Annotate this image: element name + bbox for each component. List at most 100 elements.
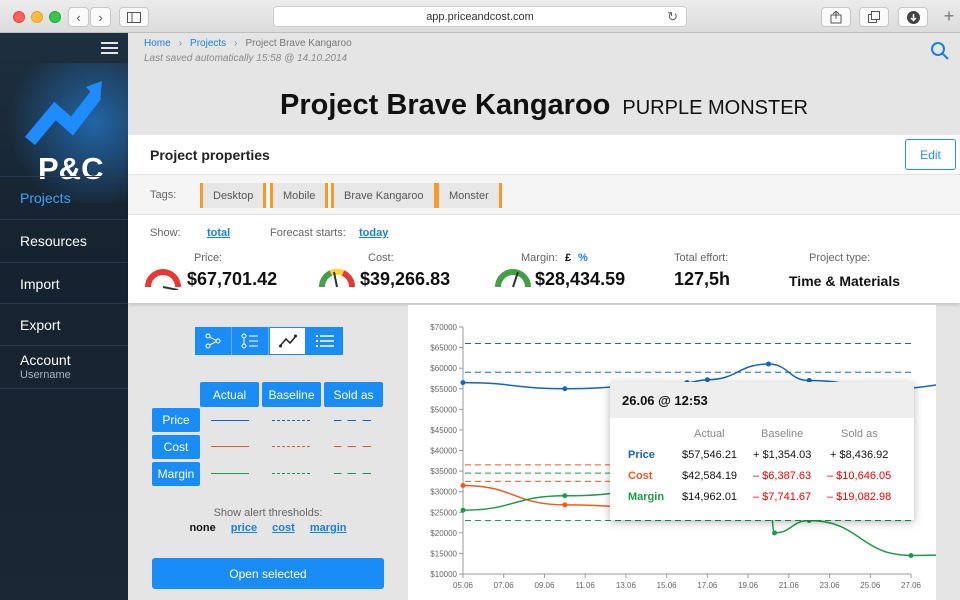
browser-toolbar: ‹ › app.priceandcost.com ↻ + <box>0 0 960 33</box>
view-list-button[interactable] <box>306 327 343 355</box>
open-selected-button[interactable]: Open selected <box>152 558 384 589</box>
view-tree-button[interactable] <box>232 327 269 355</box>
url-text: app.priceandcost.com <box>426 10 534 23</box>
search-icon[interactable] <box>930 41 950 61</box>
y-tick-label: $35000 <box>430 467 457 476</box>
reload-icon[interactable]: ↻ <box>667 9 678 24</box>
legend-cost-sold[interactable] <box>334 446 372 447</box>
y-tick-label: $20000 <box>430 529 457 538</box>
tooltip-row-margin: Margin <box>628 491 665 503</box>
data-point-margin <box>562 493 568 499</box>
downloads-button[interactable] <box>898 7 928 27</box>
y-tick-label: $45000 <box>430 426 457 435</box>
y-tick-label: $10000 <box>430 570 457 579</box>
sidebar-item-export[interactable]: Export <box>0 303 128 345</box>
tooltip-header-actual: Actual <box>694 428 725 440</box>
sidebar-item-resources[interactable]: Resources <box>0 219 128 262</box>
sidebar-icon <box>127 11 141 23</box>
x-tick-label: 11.06 <box>575 581 595 590</box>
chart-tooltip: 26.06 @ 12:53 Actual Baseline Sold as Pr… <box>610 382 914 520</box>
col-sold-as[interactable]: Sold as <box>324 382 383 407</box>
alert-thresholds-options: none price cost margin <box>152 522 384 534</box>
alert-none[interactable]: none <box>189 522 216 534</box>
edit-button[interactable]: Edit <box>905 139 956 170</box>
row-price[interactable]: Price <box>152 408 200 432</box>
x-tick-label: 25.06 <box>860 581 881 590</box>
properties-heading: Project properties <box>150 147 270 163</box>
data-point-price <box>704 377 710 383</box>
price-gauge-icon <box>145 269 181 290</box>
y-tick-label: $15000 <box>430 549 457 558</box>
legend-price-actual[interactable] <box>211 420 249 421</box>
menu-icon[interactable] <box>101 42 118 57</box>
sidebar-item-import[interactable]: Import <box>0 262 128 303</box>
sidebar-item-label: Account <box>20 352 71 368</box>
view-network-button[interactable] <box>195 327 232 355</box>
address-bar[interactable]: app.priceandcost.com ↻ <box>273 6 687 27</box>
legend-margin-sold[interactable] <box>334 473 372 474</box>
price-label: Price: <box>194 252 223 264</box>
project-type-value: Time & Materials <box>789 273 901 289</box>
sidebar-item-projects[interactable]: Projects <box>0 176 128 219</box>
legend-margin-actual[interactable] <box>211 473 249 474</box>
sidebar-item-label: Export <box>20 317 61 333</box>
legend-margin-baseline[interactable] <box>272 473 310 474</box>
tag-desktop[interactable]: Desktop <box>200 183 267 208</box>
row-cost[interactable]: Cost <box>152 435 200 459</box>
y-tick-label: $50000 <box>430 405 457 414</box>
tag-mobile[interactable]: Mobile <box>270 183 329 208</box>
tag-brave-kangaroo[interactable]: Brave Kangaroo <box>331 183 437 208</box>
close-window-button[interactable] <box>13 11 25 23</box>
logo: P&C <box>0 63 128 203</box>
data-point-margin <box>908 552 914 558</box>
chevron-left-icon: ‹ <box>76 9 81 25</box>
legend-cost-baseline[interactable] <box>272 446 310 447</box>
tooltip-margin-sold: – $19,082.98 <box>827 491 892 503</box>
last-saved-text: Last saved automatically 15:58 @ 14.10.2… <box>144 53 348 64</box>
data-point-margin <box>772 530 778 536</box>
show-total-link[interactable]: total <box>207 227 231 239</box>
tabs-icon <box>868 11 880 23</box>
alert-cost-link[interactable]: cost <box>272 522 295 534</box>
margin-unit-gbp[interactable]: £ <box>565 252 572 264</box>
forecast-today-link[interactable]: today <box>359 227 389 239</box>
legend-price-baseline[interactable] <box>272 420 310 421</box>
sidebar-item-account[interactable]: Account Username <box>0 345 128 389</box>
x-tick-label: 15.06 <box>657 581 678 590</box>
tooltip-cost-sold: – $10,646.05 <box>827 470 892 482</box>
x-tick-label: 05.06 <box>453 581 474 590</box>
show-label: Show: <box>150 227 181 239</box>
maximize-window-button[interactable] <box>49 11 61 23</box>
forward-button[interactable]: › <box>90 7 111 27</box>
tag-monster[interactable]: Monster <box>436 183 502 208</box>
margin-unit-percent[interactable]: % <box>578 252 588 264</box>
breadcrumb-home[interactable]: Home <box>144 38 171 49</box>
view-chart-button[interactable] <box>269 327 306 355</box>
tags-label: Tags: <box>150 189 177 201</box>
margin-label: Margin: <box>521 252 558 264</box>
tooltip-row-cost: Cost <box>628 470 653 482</box>
sidebar-toggle-button[interactable] <box>119 7 149 27</box>
minimize-window-button[interactable] <box>31 11 43 23</box>
tooltip-price-baseline: + $1,354.03 <box>753 449 812 461</box>
cost-gauge-icon <box>319 268 355 288</box>
x-tick-label: 07.06 <box>494 581 515 590</box>
x-tick-label: 23.06 <box>820 581 841 590</box>
row-margin[interactable]: Margin <box>152 462 200 486</box>
back-button[interactable]: ‹ <box>68 7 89 27</box>
breadcrumb-projects[interactable]: Projects <box>190 38 227 49</box>
new-tab-button[interactable]: + <box>943 6 955 26</box>
col-actual[interactable]: Actual <box>200 382 259 407</box>
cost-value: $39,266.83 <box>360 269 451 289</box>
share-button[interactable] <box>821 7 851 27</box>
tooltip-row-price: Price <box>628 449 655 461</box>
col-baseline[interactable]: Baseline <box>262 382 321 407</box>
tabs-button[interactable] <box>859 7 889 27</box>
main-content: Home › Projects › Project Brave Kangaroo Las… <box>128 33 960 600</box>
legend-cost-actual[interactable] <box>211 446 249 447</box>
alert-margin-link[interactable]: margin <box>309 522 347 534</box>
legend-price-sold[interactable] <box>334 420 372 421</box>
alert-price-link[interactable]: price <box>230 522 258 534</box>
y-tick-label: $40000 <box>430 447 457 456</box>
tags-row: Tags: Desktop Mobile Brave Kangaroo Mons… <box>128 175 960 215</box>
